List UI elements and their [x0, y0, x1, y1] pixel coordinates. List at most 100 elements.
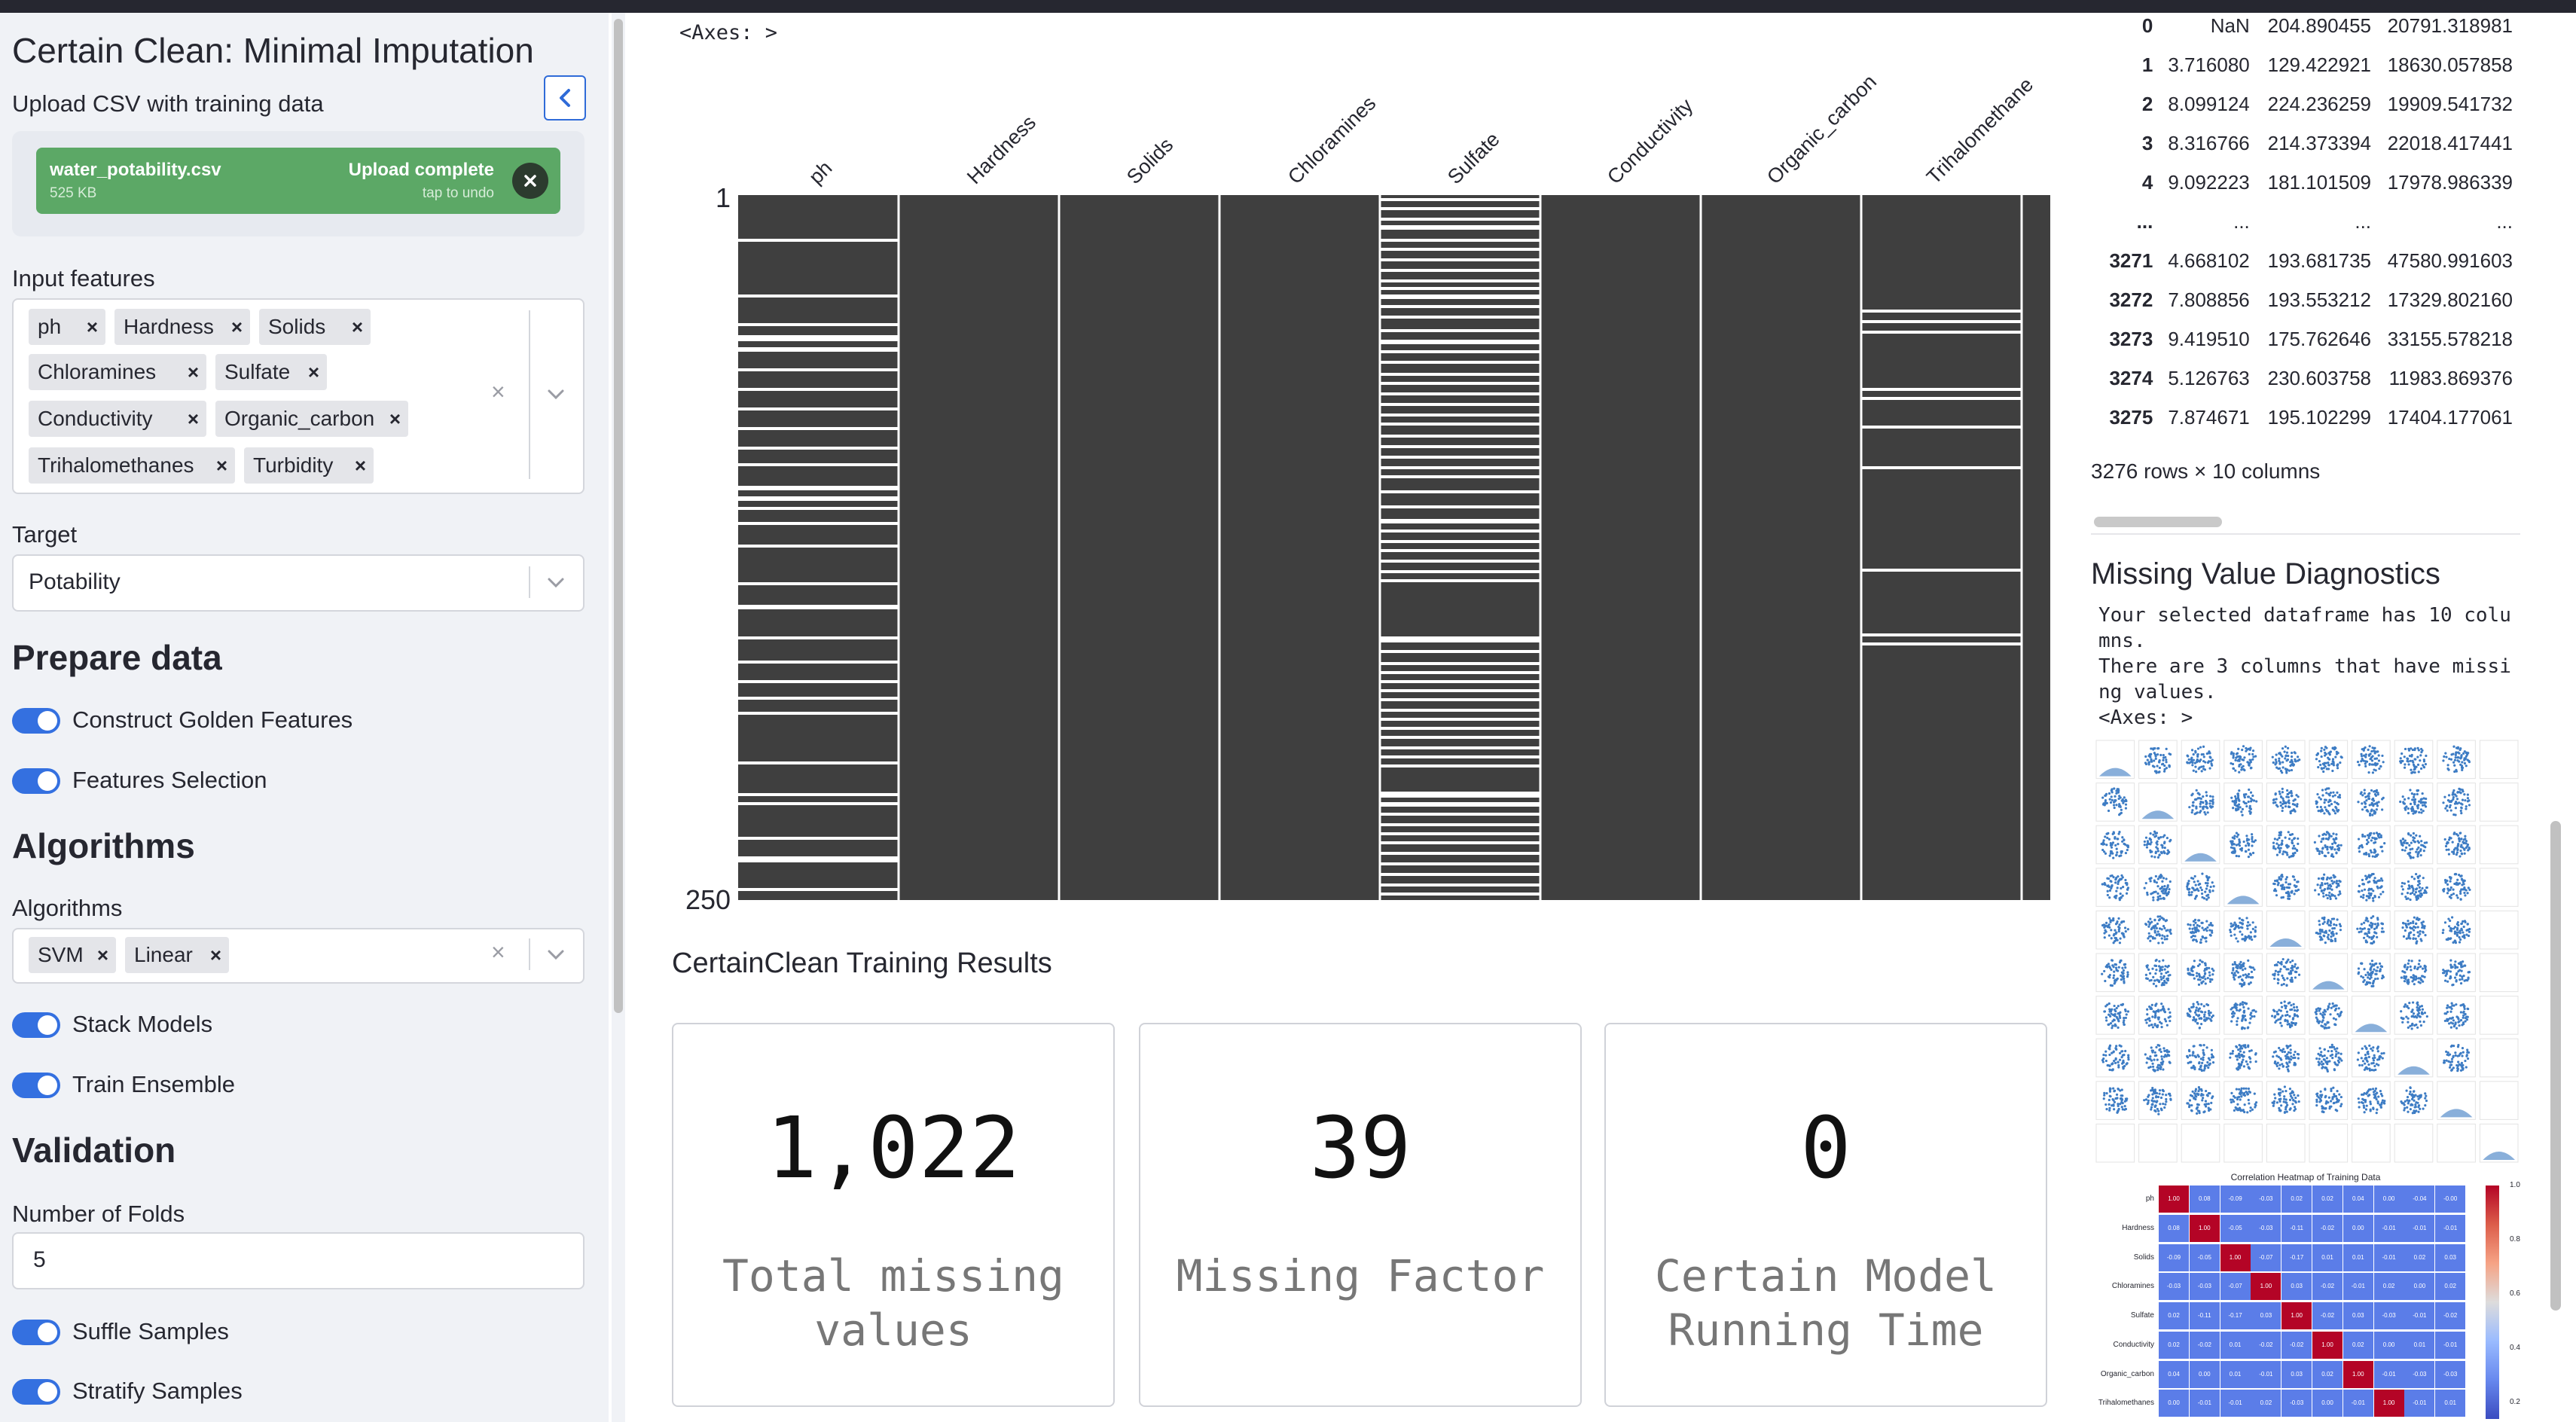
- pairplot-cell: [2437, 740, 2476, 780]
- chip-label: ph: [38, 315, 62, 338]
- dataframe-cell: 18630.057858: [2387, 53, 2513, 76]
- collapse-sidebar-button[interactable]: [544, 75, 586, 121]
- feature-chip[interactable]: Hardness ×: [114, 309, 250, 345]
- folds-input[interactable]: 5: [12, 1232, 584, 1289]
- algorithm-chip[interactable]: SVM ×: [29, 937, 116, 973]
- toggle-train-ensemble[interactable]: [12, 1073, 60, 1098]
- clear-all-icon[interactable]: ×: [491, 938, 505, 966]
- heatmap-cell: 0.00: [2312, 1390, 2343, 1417]
- input-features-multiselect[interactable]: ph × Hardness × Solids × Chloramines × Sulfa…: [12, 298, 584, 494]
- pairplot-scatter: [2144, 958, 2172, 987]
- toggle-stratify-samples[interactable]: [12, 1379, 60, 1405]
- heatmap-cell: -0.02: [2189, 1331, 2220, 1359]
- heatmap-cell: 0.00: [2343, 1214, 2373, 1242]
- remove-file-button[interactable]: [512, 163, 548, 199]
- pairplot-cell: [2181, 996, 2220, 1035]
- pairplot-scatter: [2101, 959, 2129, 987]
- chip-remove-icon[interactable]: ×: [96, 944, 108, 966]
- column-tick-label: Trihalomethane: [1922, 73, 2038, 189]
- pairplot-cell: [2437, 1038, 2476, 1078]
- chip-remove-icon[interactable]: ×: [209, 944, 221, 966]
- toggle-stack-models[interactable]: [12, 1012, 60, 1038]
- pairplot-cell: [2095, 868, 2135, 907]
- chip-remove-icon[interactable]: ×: [307, 361, 319, 383]
- chip-remove-icon[interactable]: ×: [86, 316, 98, 338]
- pairplot-scatter: [2144, 915, 2172, 944]
- pairplot-cell: [2223, 910, 2263, 950]
- chip-remove-icon[interactable]: ×: [351, 316, 363, 338]
- algorithms-multiselect[interactable]: SVM × Linear × ×: [12, 928, 584, 984]
- toggle-label: Train Ensemble: [72, 1071, 235, 1097]
- chip-remove-icon[interactable]: ×: [230, 316, 243, 338]
- chevron-down-icon[interactable]: [547, 389, 565, 401]
- dataframe-row: 3272 7.808856 193.553212 17329.802160: [2091, 280, 2520, 319]
- chip-remove-icon[interactable]: ×: [389, 407, 401, 430]
- feature-chip[interactable]: Turbidity ×: [244, 447, 374, 484]
- toggle-golden-features[interactable]: [12, 708, 60, 734]
- chip-remove-icon[interactable]: ×: [215, 454, 227, 477]
- axes-repr-text: <Axes: >: [679, 21, 778, 44]
- dataframe-table[interactable]: 0 NaN 204.890455 20791.318981 1 3.716080 129.4…: [2091, 6, 2520, 437]
- sidebar-scrollbar-thumb[interactable]: [614, 19, 623, 1013]
- pairplot-cell: [2437, 868, 2476, 907]
- pairplot-cell: [2309, 996, 2349, 1035]
- target-select[interactable]: Potability: [12, 554, 584, 612]
- feature-chip[interactable]: Sulfate ×: [215, 354, 327, 390]
- pairplot-histogram: [2355, 1024, 2388, 1033]
- pairplot-cell: [2181, 953, 2220, 993]
- dataframe-index-cell: 3: [2141, 131, 2153, 154]
- uploaded-file[interactable]: water_potability.csv 525 KB Upload compl…: [36, 148, 560, 214]
- chip-label: Conductivity: [38, 407, 153, 430]
- heatmap-cell: -0.03: [2159, 1273, 2189, 1301]
- metric-label: Total missing values: [722, 1250, 1064, 1356]
- pairplot-scatter: [2399, 746, 2428, 774]
- row-tick-end: 250: [685, 884, 731, 915]
- feature-chip[interactable]: Chloramines ×: [29, 354, 206, 390]
- feature-chip[interactable]: Organic_carbon ×: [215, 401, 408, 437]
- feature-chip[interactable]: Solids ×: [259, 309, 371, 345]
- pairplot-cell: [2309, 868, 2349, 907]
- pairplot-cell: [2352, 868, 2391, 907]
- toggle-shuffle-samples[interactable]: [12, 1320, 60, 1345]
- dataframe-index-cell: 4: [2141, 170, 2153, 194]
- page-scrollbar-thumb[interactable]: [2550, 821, 2561, 1311]
- dataframe-scrollbar-thumb[interactable]: [2094, 517, 2222, 527]
- pairplot-cell: [2223, 740, 2263, 780]
- dataframe-row: 3273 9.419510 175.762646 33155.578218: [2091, 319, 2520, 359]
- dataframe-cell: 195.102299: [2267, 405, 2372, 429]
- feature-chip[interactable]: Conductivity ×: [29, 401, 206, 437]
- heatmap-cell: -0.03: [2189, 1273, 2220, 1301]
- pairplot-histogram: [2099, 767, 2132, 777]
- chip-label: Chloramines: [38, 360, 157, 383]
- chip-remove-icon[interactable]: ×: [187, 361, 199, 383]
- chip-label: Turbidity: [253, 453, 334, 477]
- pairplot-cell: [2095, 783, 2135, 822]
- dataframe-scrollbar-track[interactable]: [2091, 512, 2520, 535]
- heatmap-cell: -0.02: [2312, 1214, 2343, 1242]
- chip-remove-icon[interactable]: ×: [354, 454, 366, 477]
- pairplot-scatter: [2315, 916, 2343, 944]
- pairplot-cell: [2479, 825, 2519, 865]
- heatmap-cell: 0.00: [2373, 1186, 2404, 1213]
- pairplot-scatter: [2399, 832, 2428, 859]
- feature-chip[interactable]: ph ×: [29, 309, 105, 345]
- heatmap-cell: 0.02: [2159, 1331, 2189, 1359]
- dataframe-cell: 193.681735: [2267, 249, 2372, 272]
- feature-chip[interactable]: Trihalomethanes ×: [29, 447, 235, 484]
- pairplot-cell: [2479, 996, 2519, 1035]
- pairplot-cell: [2181, 825, 2220, 865]
- chip-remove-icon[interactable]: ×: [187, 407, 199, 430]
- folds-input-value: 5: [33, 1247, 46, 1272]
- pairplot-cell: [2479, 740, 2519, 780]
- toggle-features-selection[interactable]: [12, 768, 60, 794]
- heatmap-cell: 0.03: [2435, 1243, 2466, 1271]
- clear-all-icon[interactable]: ×: [491, 378, 505, 405]
- chevron-down-icon[interactable]: [547, 577, 565, 589]
- pairplot-scatter: [2315, 746, 2343, 774]
- pairplot-scatter: [2272, 787, 2300, 815]
- algorithm-chip[interactable]: Linear ×: [125, 937, 229, 973]
- heatmap-row-label: ph: [2145, 1195, 2154, 1203]
- heatmap-cell: -0.01: [2373, 1360, 2404, 1388]
- chevron-down-icon[interactable]: [547, 949, 565, 961]
- pairplot-cell: [2095, 1038, 2135, 1078]
